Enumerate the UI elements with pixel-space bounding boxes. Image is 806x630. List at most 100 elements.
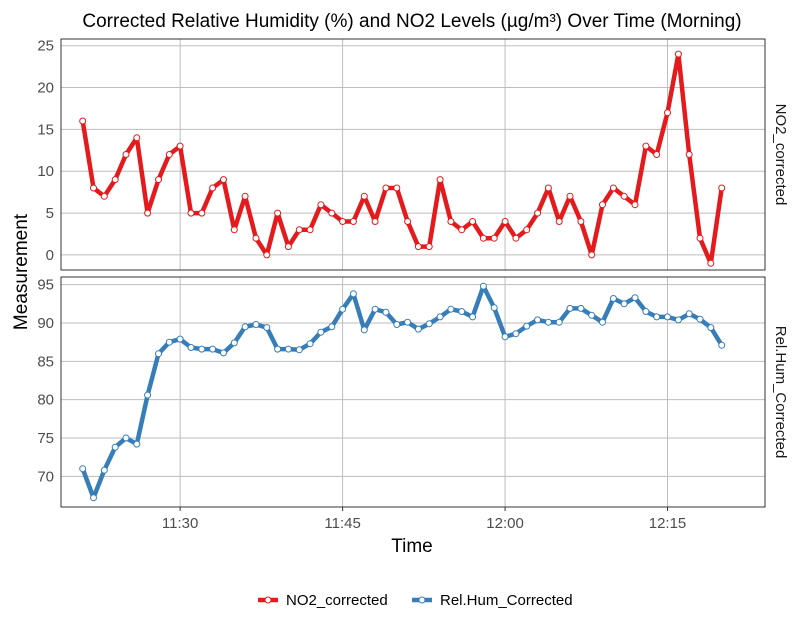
y-tick-label: 15 (37, 121, 54, 138)
data-point (284, 243, 292, 251)
data-point (631, 294, 639, 302)
data-point (599, 201, 606, 209)
x-tick-label: 11:30 (162, 515, 198, 532)
data-point (469, 218, 477, 225)
x-tick-label: 12:00 (486, 515, 524, 532)
data-point (306, 226, 314, 234)
data-point (111, 176, 119, 184)
data-point (176, 335, 184, 343)
data-point (360, 326, 368, 334)
data-point (79, 465, 87, 473)
data-point (133, 134, 141, 142)
data-point (230, 226, 238, 234)
data-point (490, 234, 498, 242)
data-point (295, 346, 303, 354)
data-point (198, 209, 206, 217)
data-point (404, 318, 412, 326)
series-line-NO2_corrected (80, 51, 724, 266)
data-point (306, 340, 314, 348)
data-point (490, 304, 498, 312)
data-point (155, 176, 162, 184)
data-point (674, 50, 682, 58)
data-point (414, 243, 422, 251)
data-point (523, 322, 531, 330)
data-point (284, 345, 292, 353)
data-point (685, 151, 693, 158)
data-point (664, 313, 671, 321)
data-point (100, 192, 108, 200)
data-point (274, 345, 282, 353)
data-point (588, 311, 596, 319)
x-tick-label: 11:45 (324, 515, 360, 532)
data-point (371, 218, 379, 225)
data-point (631, 201, 639, 209)
data-point (382, 184, 390, 192)
data-point (220, 176, 227, 184)
data-point (577, 218, 585, 225)
y-tick-label: 0 (46, 247, 54, 264)
y-tick-label: 80 (37, 392, 54, 409)
data-point (349, 290, 357, 298)
data-point (252, 321, 260, 328)
y-tick-label: 75 (37, 430, 54, 447)
panel-border (60, 276, 766, 508)
data-point (653, 313, 661, 321)
data-point (349, 218, 357, 225)
data-point (176, 142, 184, 150)
legend-label: Rel.Hum_Corrected (440, 592, 573, 609)
data-point (685, 310, 693, 318)
data-point (534, 209, 542, 217)
data-point (230, 339, 238, 347)
data-point (620, 192, 628, 200)
facet-strip-label: Rel.Hum_Corrected (772, 326, 789, 459)
data-point (555, 318, 563, 326)
data-point (566, 192, 574, 200)
data-point (144, 209, 152, 217)
data-point (339, 218, 347, 225)
data-point (707, 324, 715, 332)
data-point (436, 313, 444, 321)
data-point (447, 218, 455, 225)
data-point (111, 443, 119, 451)
y-tick-label: 5 (46, 205, 54, 222)
data-point (436, 176, 444, 184)
data-point (609, 184, 617, 192)
legend-key-point (418, 596, 426, 604)
data-point (133, 440, 141, 448)
data-point (122, 434, 130, 442)
data-point (425, 320, 433, 328)
data-point (555, 218, 563, 225)
data-point (501, 218, 509, 225)
series-line-Rel.Hum_Corrected (80, 283, 724, 501)
data-point (122, 151, 130, 158)
y-tick-label: 85 (37, 353, 54, 370)
data-point (664, 109, 671, 117)
data-point (187, 209, 195, 217)
x-tick-label: 12:15 (649, 515, 687, 532)
data-point (371, 305, 379, 313)
data-point (696, 315, 704, 323)
data-point (577, 304, 585, 312)
data-point (155, 350, 162, 358)
data-point (458, 226, 466, 234)
y-tick-label: 70 (37, 468, 54, 485)
data-point (144, 391, 152, 399)
y-tick-label: 90 (37, 315, 54, 332)
panel-NO2_corrected: 0 5 10 15 20 25 NO2_corrected (37, 38, 789, 271)
facet-strip-label: NO2_corrected (772, 104, 789, 206)
data-point (165, 338, 173, 346)
data-point (209, 345, 217, 353)
data-point (425, 243, 433, 251)
data-point (393, 184, 401, 192)
data-point (674, 316, 682, 324)
x-axis-title: Time (391, 536, 433, 557)
legend-label: NO2_corrected (286, 592, 388, 609)
facet-panels: 0 5 10 15 20 25 NO2_corrected 70 75 80 85 90 95 Rel.H… (37, 38, 789, 532)
data-point (209, 184, 217, 192)
data-point (79, 117, 87, 125)
data-point (241, 323, 249, 331)
data-point (653, 151, 661, 158)
data-point (220, 349, 227, 357)
legend-key-point (264, 596, 272, 604)
